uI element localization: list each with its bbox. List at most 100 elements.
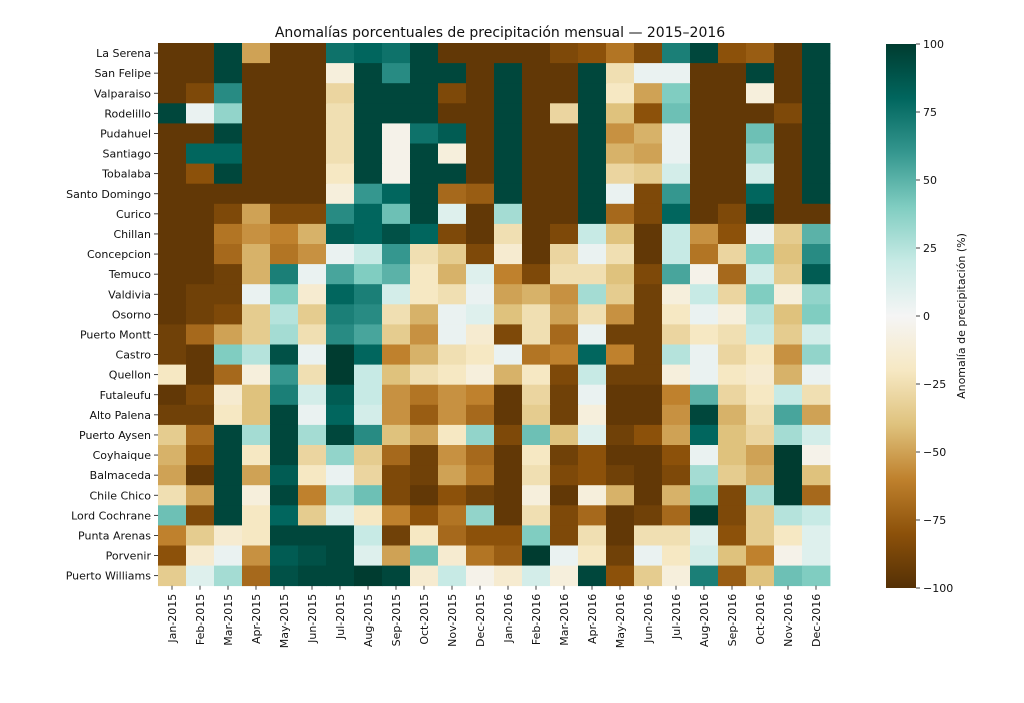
heatmap-cell (578, 364, 607, 386)
heatmap-cell (326, 244, 355, 265)
x-tick-label: Aug-2015 (362, 594, 375, 647)
heatmap-cell (354, 485, 383, 506)
heatmap-cell (466, 364, 495, 386)
heatmap-cell (606, 43, 635, 64)
heatmap-cell (466, 505, 495, 526)
colorbar-tick-label: 100 (923, 38, 944, 51)
heatmap-cell (326, 63, 355, 84)
heatmap-cell (606, 485, 635, 506)
heatmap-cell (802, 364, 831, 386)
heatmap-cell (382, 424, 411, 446)
heatmap-cell (494, 344, 523, 365)
y-tick-label: Santiago (102, 148, 151, 161)
heatmap-cell (718, 123, 747, 144)
heatmap-cell (634, 123, 663, 144)
heatmap-cell (718, 183, 747, 205)
y-tick-label: Puerto Aysen (79, 429, 151, 442)
heatmap-cell (326, 123, 355, 144)
heatmap-cell (718, 203, 747, 225)
y-tick-label: Pudahuel (100, 127, 151, 140)
heatmap-cell (606, 384, 635, 406)
heatmap-cell (634, 364, 663, 386)
heatmap-cell (298, 324, 327, 345)
heatmap-cell (606, 284, 635, 305)
heatmap-cell (746, 43, 775, 64)
heatmap-cell (186, 384, 215, 406)
heatmap-cell (802, 384, 831, 406)
heatmap-cell (354, 203, 383, 225)
heatmap-cell (382, 485, 411, 506)
heatmap-cell (214, 545, 243, 566)
heatmap-cell (522, 264, 551, 285)
heatmap-cell (774, 445, 803, 466)
heatmap-cell (214, 505, 243, 526)
y-tick-label: Temuco (108, 268, 151, 281)
heatmap-cell (774, 344, 803, 365)
heatmap-cell (718, 304, 747, 325)
heatmap-cell (438, 485, 467, 506)
heatmap-cell (550, 485, 579, 506)
heatmap-cell (466, 143, 495, 164)
heatmap-cell (494, 384, 523, 406)
heatmap-cell (662, 324, 691, 345)
heatmap-cell (438, 344, 467, 365)
heatmap-cell (690, 565, 719, 587)
heatmap-cell (186, 244, 215, 265)
heatmap-cell (186, 404, 215, 426)
heatmap-cell (494, 143, 523, 164)
heatmap-cell (382, 565, 411, 587)
heatmap-cell (634, 284, 663, 305)
heatmap-cells (158, 43, 831, 587)
heatmap-cell (578, 43, 607, 64)
heatmap-cell (466, 384, 495, 406)
heatmap-cell (438, 183, 467, 205)
heatmap-cell (270, 244, 299, 265)
heatmap-cell (158, 404, 187, 426)
colorbar: 100 75 50 25 0 −25 −50 −75 −100 Anomalía de prec… (886, 38, 968, 595)
heatmap-cell (214, 485, 243, 506)
heatmap-cell (522, 223, 551, 245)
heatmap-cell (242, 344, 271, 365)
heatmap-cell (718, 244, 747, 265)
heatmap-cell (774, 465, 803, 486)
x-tick-label: Dec-2016 (810, 594, 823, 647)
heatmap-cell (662, 445, 691, 466)
heatmap-cell (522, 545, 551, 566)
y-tick-label: Chile Chico (89, 489, 151, 502)
heatmap-cell (186, 344, 215, 365)
heatmap-cell (522, 485, 551, 506)
heatmap-cell (214, 143, 243, 164)
heatmap-cell (802, 344, 831, 365)
x-tick-label: Apr-2016 (586, 594, 599, 644)
heatmap-cell (354, 63, 383, 84)
heatmap-cell (270, 404, 299, 426)
heatmap-cell (158, 83, 187, 104)
heatmap-cell (774, 43, 803, 64)
heatmap-cell (410, 364, 439, 386)
heatmap-cell (802, 63, 831, 84)
heatmap-cell (186, 445, 215, 466)
heatmap-cell (214, 324, 243, 345)
chart-title: Anomalías porcentuales de precipitación … (275, 25, 725, 41)
heatmap-cell (410, 505, 439, 526)
heatmap-cell (522, 445, 551, 466)
y-tick-label: San Felipe (94, 67, 151, 80)
heatmap-cell (802, 324, 831, 345)
heatmap-cell (718, 424, 747, 446)
heatmap-cell (158, 103, 187, 124)
heatmap-cell (634, 404, 663, 426)
heatmap-cell (158, 304, 187, 325)
heatmap-cell (550, 404, 579, 426)
heatmap-cell (354, 123, 383, 144)
heatmap-cell (270, 203, 299, 225)
heatmap-cell (326, 505, 355, 526)
heatmap-cell (662, 565, 691, 587)
heatmap-cell (662, 304, 691, 325)
heatmap-cell (298, 344, 327, 365)
y-tick-label: Futaleufu (100, 389, 151, 402)
heatmap-cell (466, 324, 495, 345)
heatmap-cell (466, 163, 495, 185)
heatmap-cell (354, 163, 383, 185)
heatmap-cell (326, 203, 355, 225)
heatmap-cell (186, 63, 215, 84)
